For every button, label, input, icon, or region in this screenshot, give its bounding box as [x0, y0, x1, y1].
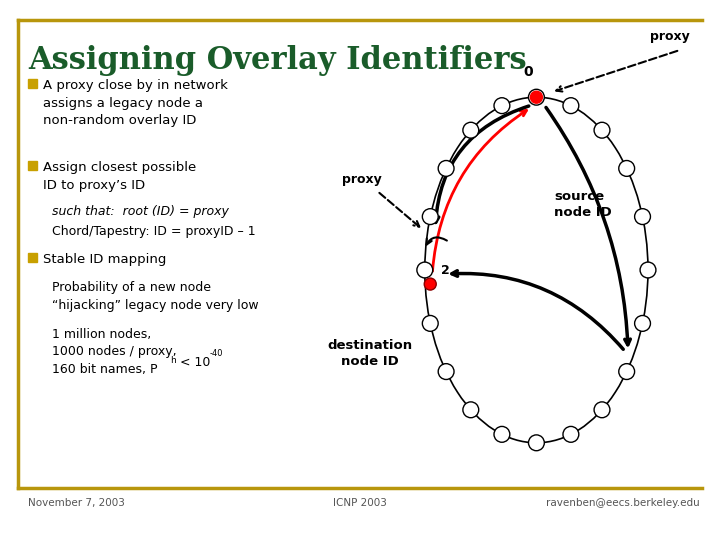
Circle shape — [494, 98, 510, 113]
Text: Assign closest possible
ID to proxy’s ID: Assign closest possible ID to proxy’s ID — [43, 161, 197, 192]
Text: such that:  root (ID) = proxy: such that: root (ID) = proxy — [52, 205, 229, 218]
Text: Stable ID mapping: Stable ID mapping — [43, 253, 166, 266]
Bar — [38, 225, 45, 232]
Text: proxy: proxy — [342, 173, 382, 186]
Text: November 7, 2003: November 7, 2003 — [28, 498, 125, 508]
Circle shape — [438, 363, 454, 380]
Circle shape — [424, 278, 436, 290]
Bar — [38, 328, 45, 335]
Text: Probability of a new node
“hijacking” legacy node very low: Probability of a new node “hijacking” le… — [52, 281, 258, 312]
Circle shape — [634, 208, 650, 225]
Circle shape — [494, 427, 510, 442]
Text: proxy: proxy — [650, 30, 690, 43]
Text: 1 million nodes,
1000 nodes / proxy,
160 bit names, P: 1 million nodes, 1000 nodes / proxy, 160… — [52, 328, 176, 376]
Circle shape — [528, 89, 544, 105]
Text: Assigning Overlay Identifiers: Assigning Overlay Identifiers — [28, 45, 526, 76]
Circle shape — [417, 262, 433, 278]
Text: < 10: < 10 — [176, 356, 210, 369]
Text: h: h — [170, 356, 176, 365]
Text: 2: 2 — [441, 264, 449, 277]
Circle shape — [531, 91, 542, 103]
Circle shape — [594, 122, 610, 138]
Text: A proxy close by in network
assigns a legacy node a
non-random overlay ID: A proxy close by in network assigns a le… — [43, 79, 228, 127]
Text: 0: 0 — [523, 65, 534, 79]
Circle shape — [423, 208, 438, 225]
Circle shape — [423, 315, 438, 332]
Circle shape — [528, 435, 544, 451]
Circle shape — [618, 363, 634, 380]
Circle shape — [463, 402, 479, 418]
Bar — [38, 205, 45, 212]
Bar — [38, 281, 45, 288]
Circle shape — [634, 315, 650, 332]
Circle shape — [563, 98, 579, 113]
Circle shape — [463, 122, 479, 138]
Bar — [28, 79, 37, 88]
Circle shape — [618, 160, 634, 177]
Text: Chord/Tapestry: ID = proxyID – 1: Chord/Tapestry: ID = proxyID – 1 — [52, 225, 256, 238]
Circle shape — [640, 262, 656, 278]
Bar — [28, 161, 37, 170]
Text: ICNP 2003: ICNP 2003 — [333, 498, 387, 508]
Text: destination
node ID: destination node ID — [328, 339, 413, 368]
Text: source
node ID: source node ID — [554, 191, 612, 219]
Text: -40: -40 — [210, 349, 223, 358]
Circle shape — [438, 160, 454, 177]
Bar — [28, 253, 37, 262]
Circle shape — [563, 427, 579, 442]
Circle shape — [594, 402, 610, 418]
Text: ravenben@eecs.berkeley.edu: ravenben@eecs.berkeley.edu — [546, 498, 700, 508]
